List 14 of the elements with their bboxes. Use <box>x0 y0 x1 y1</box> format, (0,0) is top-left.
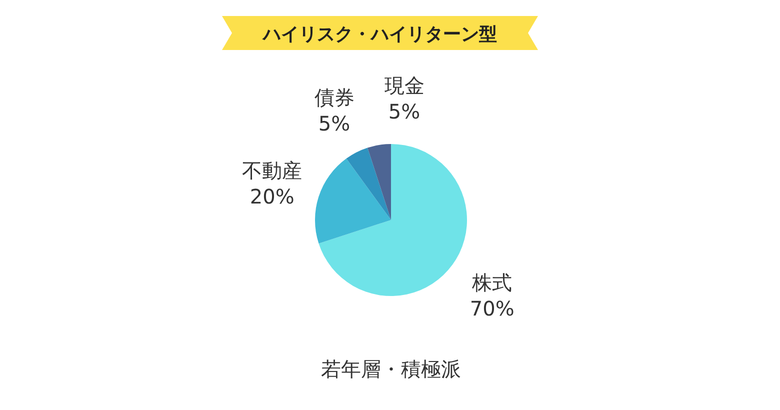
pie-slice <box>315 158 391 244</box>
data-label: 5% <box>318 112 350 136</box>
pie-slice <box>368 144 391 220</box>
pie-slice <box>318 144 467 296</box>
data-label: 5% <box>388 100 420 124</box>
slice-label: 株式 <box>471 270 512 294</box>
chart-title: ハイリスク・ハイリターン型 <box>261 24 497 45</box>
slice-label: 債券 <box>314 86 354 110</box>
slice-label: 不動産 <box>242 158 302 182</box>
data-label: 70% <box>470 296 514 320</box>
slice-label: 現金 <box>384 74 424 98</box>
data-label: 20% <box>250 184 294 208</box>
text: 若年層・積極派 <box>321 357 461 381</box>
pie-slice <box>346 148 391 220</box>
